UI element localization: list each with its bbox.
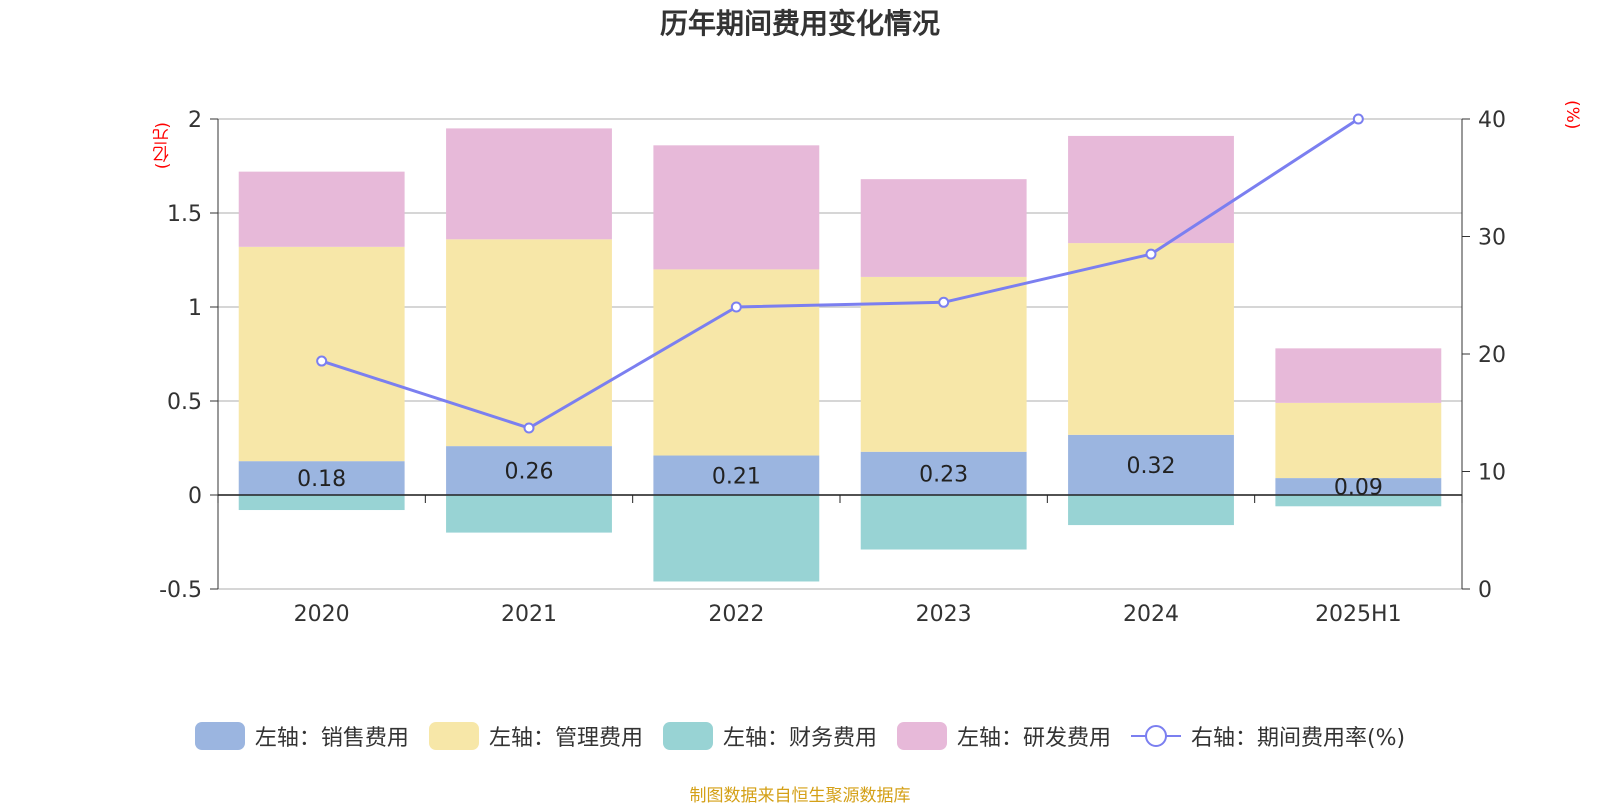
bar-2-2023 [860,495,1027,550]
legend-item-sales[interactable]: 左轴：销售费用 [194,720,409,752]
x-axis-tick-label: 2020 [294,602,350,627]
legend-label-rnd: 左轴：研发费用 [956,726,1111,751]
bar-1-2022 [653,269,820,456]
x-axis-tick-label: 2021 [501,602,557,627]
right-axis-tick-label: 20 [1478,343,1506,368]
rate-line [321,117,1360,430]
bar-0-2025H1 [1275,478,1442,495]
left-axis-tick-label: -0.5 [159,578,202,603]
bar-data-label: 0.26 [505,460,554,485]
bar-3-2023 [860,179,1027,277]
bar-data-label: 0.18 [297,467,346,492]
left-axis-tick-label: 0 [188,484,202,509]
legend-label-finance: 左轴：财务费用 [722,726,877,751]
legend-swatch-rate [1130,722,1181,750]
bar-3-2021 [446,128,612,240]
legend: 左轴：销售费用 左轴：管理费用 左轴：财务费用 左轴：研发费用 右轴：期间费用率… [0,720,1600,752]
legend-item-rnd[interactable]: 左轴：研发费用 [896,720,1111,752]
bar-2-2025H1 [1275,495,1442,507]
bar-0-2021 [446,446,612,495]
legend-label-sales: 左轴：销售费用 [254,726,409,751]
x-axis-tick-label: 2024 [1123,602,1179,627]
bar-1-2020 [238,246,405,462]
legend-swatch-rnd [896,722,947,750]
right-axis-tick-label: 10 [1478,461,1506,486]
bar-2-2021 [446,495,612,533]
bar-2-2022 [653,495,820,582]
rate-point [1145,248,1157,260]
legend-item-finance[interactable]: 左轴：财务费用 [662,720,877,752]
bar-1-2021 [446,239,612,447]
rate-point [316,355,328,367]
bar-3-2020 [238,171,405,247]
right-axis-tick-label: 30 [1478,226,1506,251]
bar-3-2025H1 [1275,348,1442,403]
legend-item-admin[interactable]: 左轴：管理费用 [428,720,643,752]
legend-swatch-finance [662,722,713,750]
bar-3-2024 [1068,135,1234,244]
left-axis-tick-label: 0.5 [167,390,202,415]
legend-label-admin: 左轴：管理费用 [488,726,643,751]
rate-point [1352,113,1364,125]
right-axis-tick-label: 40 [1478,108,1506,133]
bar-2-2020 [238,495,405,511]
bar-3-2022 [653,145,820,270]
bar-0-2023 [860,451,1027,495]
left-axis-tick-label: 1.5 [167,202,202,227]
legend-item-rate[interactable]: 右轴：期间费用率(%) [1130,720,1406,752]
legend-swatch-admin [428,722,479,750]
bar-0-2024 [1068,434,1234,495]
rate-point [730,301,742,313]
chart-title: 历年期间费用变化情况 [659,7,940,40]
x-axis-tick-label: 2023 [916,602,972,627]
right-axis-tick-label: 0 [1478,578,1492,603]
bar-0-2022 [653,455,820,495]
rate-point [523,422,535,434]
bar-data-label: 0.32 [1127,454,1176,479]
bar-data-label: 0.23 [919,462,968,487]
left-axis-tick-label: 1 [188,296,202,321]
legend-swatch-sales [194,722,245,750]
bar-2-2024 [1068,495,1234,526]
x-axis-tick-label: 2025H1 [1315,602,1402,627]
left-axis-tick-label: 2 [188,108,202,133]
bar-1-2025H1 [1275,402,1442,479]
data-source-note: 制图数据来自恒生聚源数据库 [689,786,911,806]
legend-label-rate: 右轴：期间费用率(%) [1190,726,1406,751]
bar-data-label: 0.21 [712,464,761,489]
rate-point [938,296,950,308]
right-axis-unit: (%) [1562,100,1582,130]
bar-1-2024 [1068,243,1234,435]
bar-0-2020 [238,461,405,495]
x-axis-tick-label: 2022 [708,602,764,627]
